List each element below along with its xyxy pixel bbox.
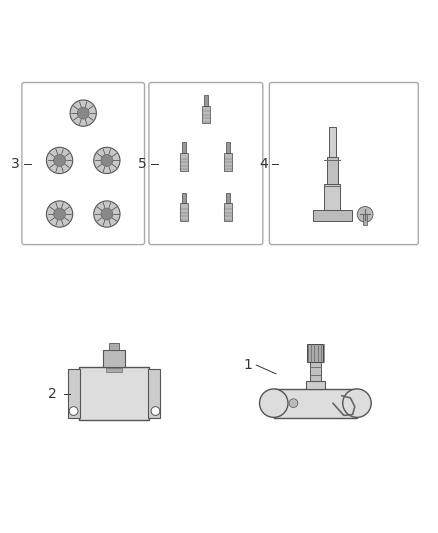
Bar — [327, 157, 338, 184]
Bar — [307, 344, 323, 361]
FancyBboxPatch shape — [22, 83, 145, 245]
Bar — [109, 343, 119, 350]
Circle shape — [77, 107, 89, 119]
Bar — [306, 381, 325, 389]
Bar — [364, 214, 367, 225]
Text: 5: 5 — [138, 157, 147, 171]
Text: 2: 2 — [48, 386, 57, 400]
Circle shape — [53, 155, 66, 166]
Text: 4: 4 — [260, 157, 268, 171]
Circle shape — [70, 100, 96, 126]
Bar — [226, 193, 230, 204]
Bar — [223, 153, 232, 171]
Circle shape — [289, 399, 298, 408]
Circle shape — [94, 201, 120, 227]
FancyBboxPatch shape — [269, 83, 418, 245]
Bar — [182, 142, 186, 153]
Bar — [226, 142, 230, 153]
Bar — [313, 210, 352, 221]
Bar — [201, 106, 210, 123]
Text: 3: 3 — [11, 157, 20, 171]
Circle shape — [101, 155, 113, 166]
Bar — [180, 204, 188, 221]
Circle shape — [69, 407, 78, 415]
Bar — [180, 153, 188, 171]
Bar — [68, 369, 80, 418]
Circle shape — [53, 208, 66, 220]
Bar — [103, 350, 125, 367]
Bar — [274, 389, 357, 418]
Bar — [106, 368, 122, 373]
Circle shape — [101, 208, 113, 220]
Circle shape — [357, 206, 373, 222]
Text: 1: 1 — [243, 358, 252, 372]
Bar — [182, 193, 186, 204]
Bar — [79, 367, 149, 420]
Bar — [310, 361, 321, 381]
Bar — [148, 369, 160, 418]
Bar — [325, 184, 340, 210]
Circle shape — [343, 389, 371, 417]
FancyBboxPatch shape — [149, 83, 263, 245]
Circle shape — [46, 147, 73, 174]
Bar — [204, 95, 208, 106]
Bar — [329, 127, 336, 157]
Circle shape — [259, 389, 288, 417]
Circle shape — [46, 201, 73, 227]
Bar — [223, 204, 232, 221]
Circle shape — [94, 147, 120, 174]
Circle shape — [151, 407, 160, 415]
